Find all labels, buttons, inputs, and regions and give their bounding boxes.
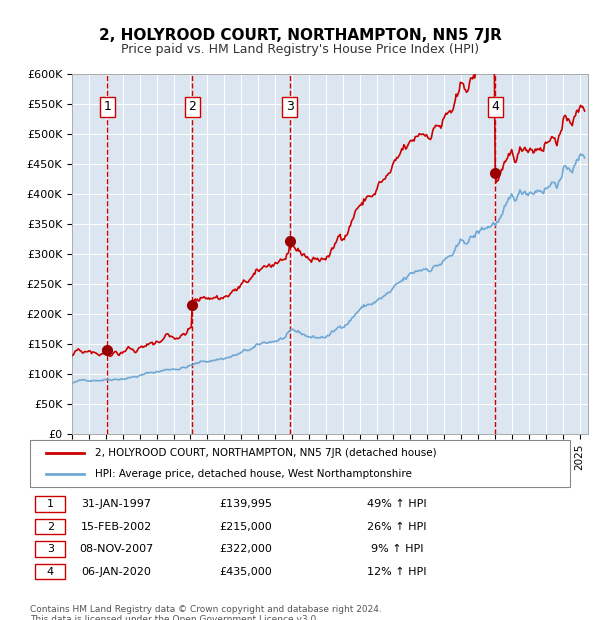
- Text: 3: 3: [47, 544, 54, 554]
- Text: £139,995: £139,995: [220, 499, 272, 509]
- Text: 2: 2: [47, 521, 54, 531]
- FancyBboxPatch shape: [35, 541, 65, 557]
- Text: 2, HOLYROOD COURT, NORTHAMPTON, NN5 7JR: 2, HOLYROOD COURT, NORTHAMPTON, NN5 7JR: [98, 28, 502, 43]
- Text: 2: 2: [188, 100, 196, 113]
- Text: £435,000: £435,000: [220, 567, 272, 577]
- Text: 3: 3: [286, 100, 293, 113]
- Text: £322,000: £322,000: [220, 544, 272, 554]
- Text: 26% ↑ HPI: 26% ↑ HPI: [367, 521, 427, 531]
- FancyBboxPatch shape: [35, 496, 65, 512]
- Text: 2, HOLYROOD COURT, NORTHAMPTON, NN5 7JR (detached house): 2, HOLYROOD COURT, NORTHAMPTON, NN5 7JR …: [95, 448, 436, 458]
- Text: Contains HM Land Registry data © Crown copyright and database right 2024.
This d: Contains HM Land Registry data © Crown c…: [30, 604, 382, 620]
- Text: 1: 1: [47, 499, 54, 509]
- FancyBboxPatch shape: [30, 440, 570, 487]
- Text: 08-NOV-2007: 08-NOV-2007: [79, 544, 154, 554]
- Text: 49% ↑ HPI: 49% ↑ HPI: [367, 499, 427, 509]
- FancyBboxPatch shape: [35, 519, 65, 534]
- Text: Price paid vs. HM Land Registry's House Price Index (HPI): Price paid vs. HM Land Registry's House …: [121, 43, 479, 56]
- Text: HPI: Average price, detached house, West Northamptonshire: HPI: Average price, detached house, West…: [95, 469, 412, 479]
- Text: 15-FEB-2002: 15-FEB-2002: [81, 521, 152, 531]
- Text: 06-JAN-2020: 06-JAN-2020: [82, 567, 151, 577]
- Text: £215,000: £215,000: [220, 521, 272, 531]
- Text: 1: 1: [103, 100, 111, 113]
- Text: 31-JAN-1997: 31-JAN-1997: [82, 499, 151, 509]
- Text: 12% ↑ HPI: 12% ↑ HPI: [367, 567, 427, 577]
- Text: 4: 4: [47, 567, 54, 577]
- FancyBboxPatch shape: [35, 564, 65, 580]
- Text: 4: 4: [491, 100, 499, 113]
- Text: 9% ↑ HPI: 9% ↑ HPI: [371, 544, 424, 554]
